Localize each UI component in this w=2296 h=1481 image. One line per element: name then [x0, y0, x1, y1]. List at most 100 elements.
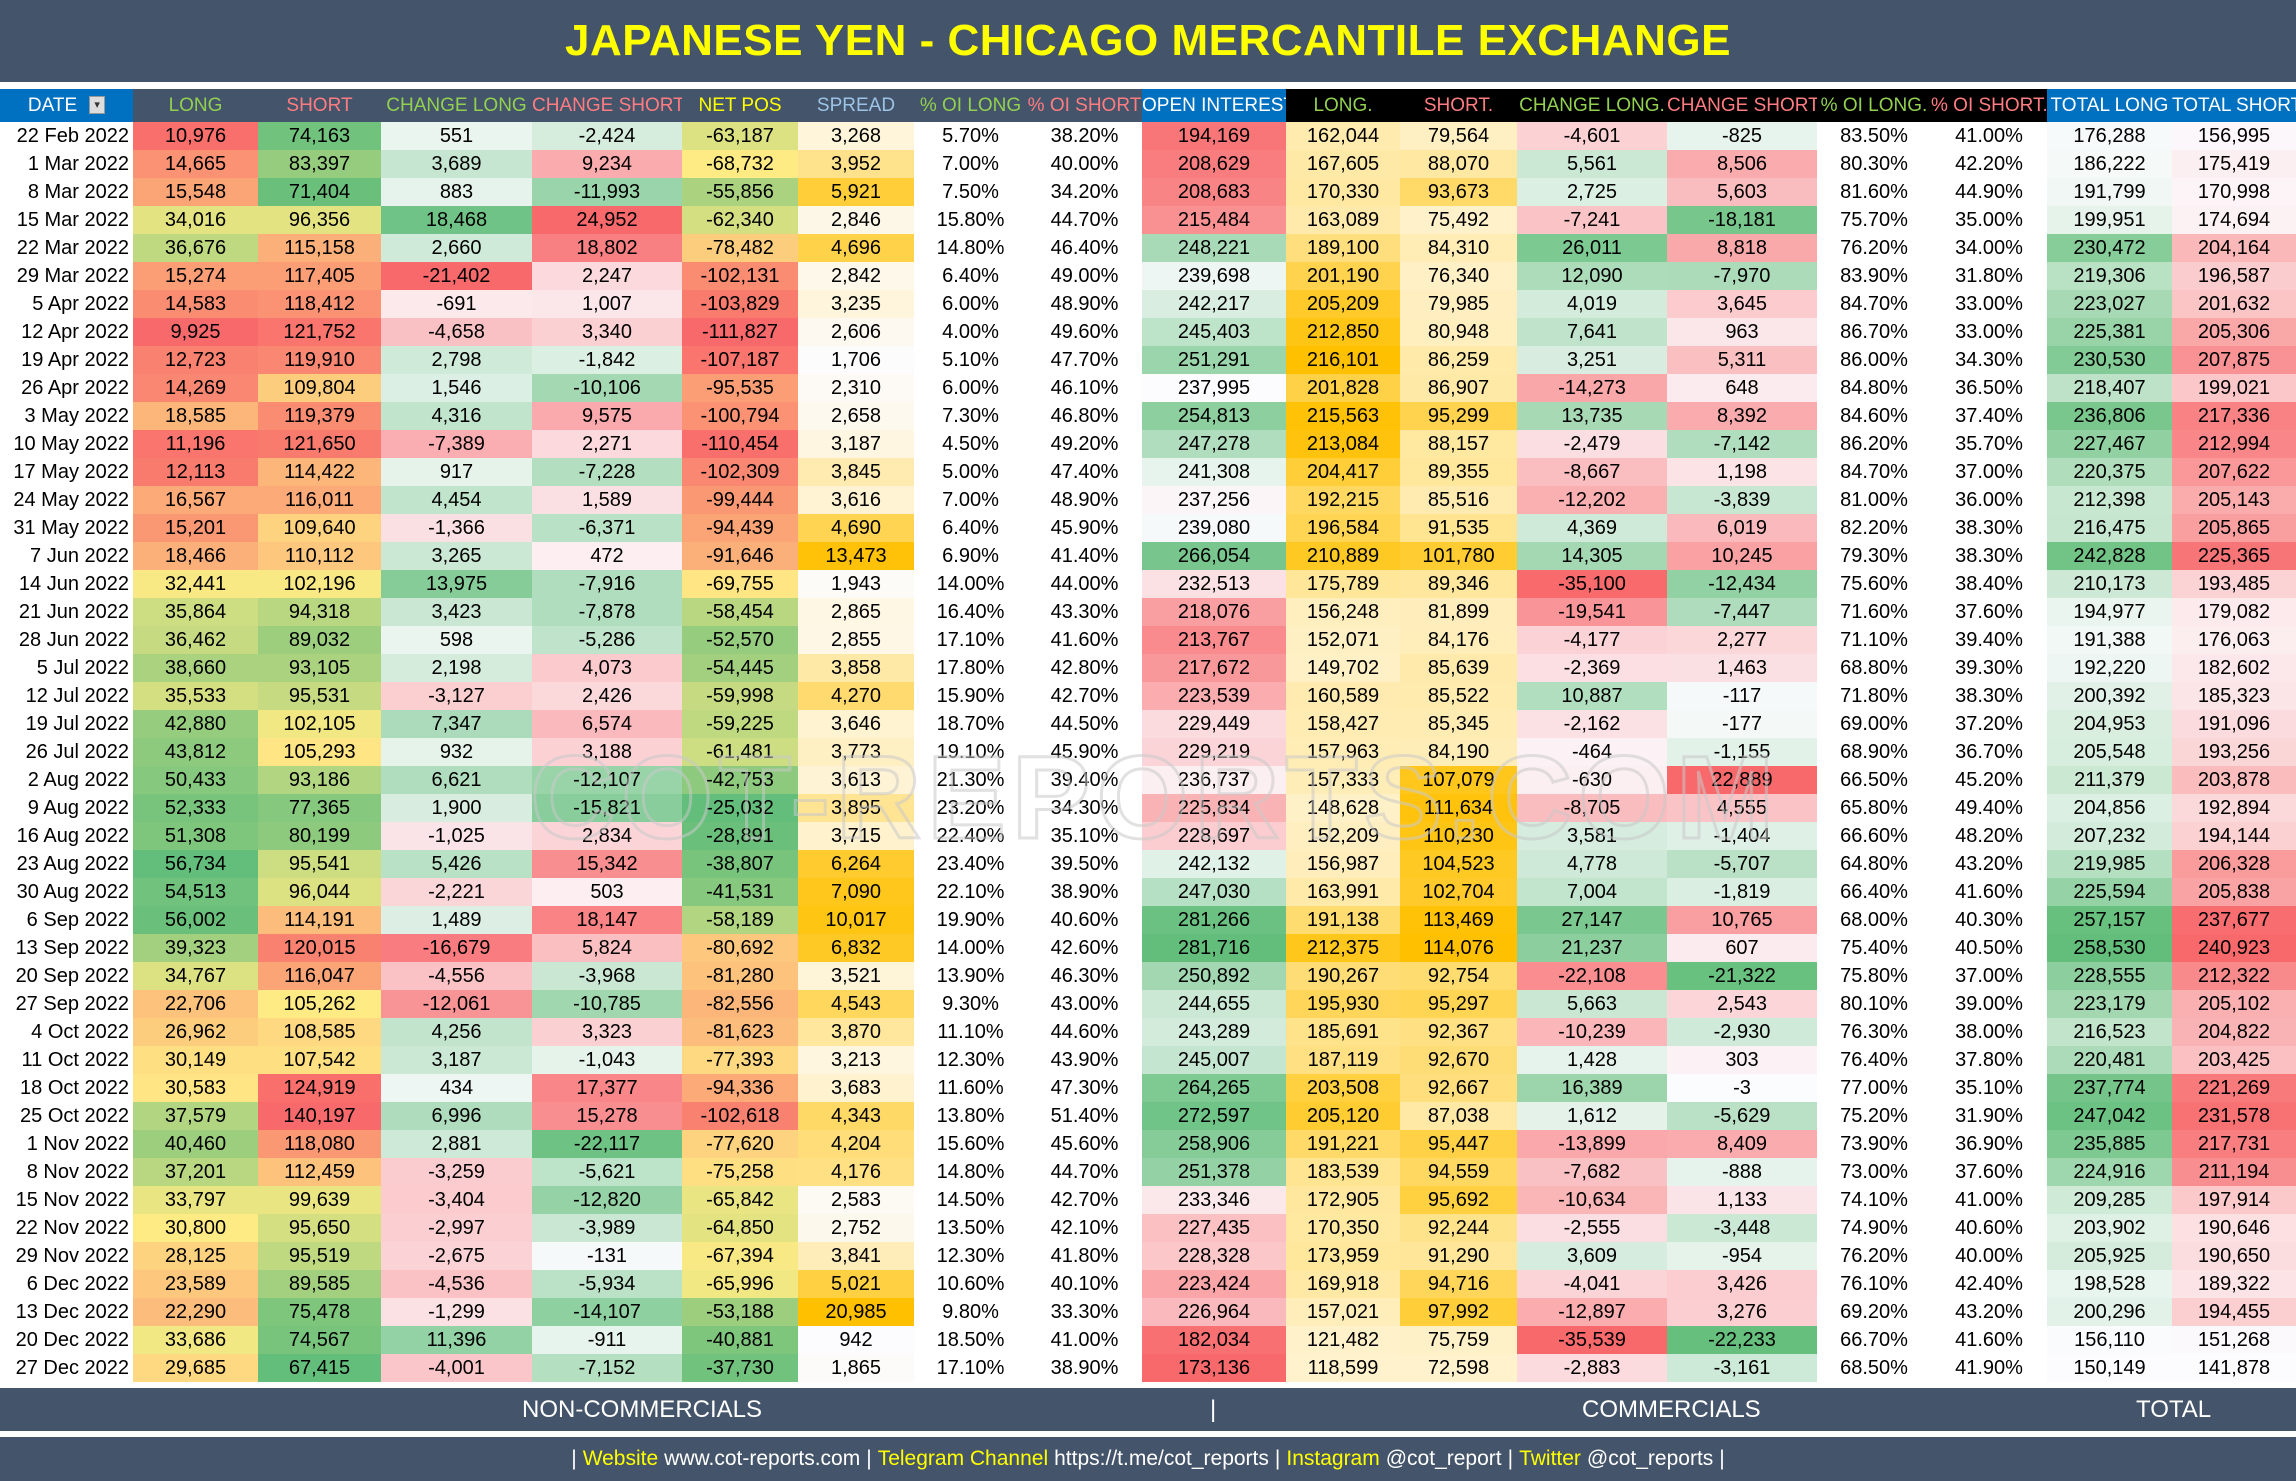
- cell-total-short: 151,268: [2172, 1326, 2296, 1354]
- website-link[interactable]: www.cot-reports.com: [664, 1447, 861, 1470]
- cell-change-short: 503: [532, 878, 682, 906]
- cell-long: 210,889: [1286, 542, 1400, 570]
- cell--oi-long: 77.00%: [1840, 1076, 1908, 1099]
- cell-change-short: -7,916: [532, 570, 682, 598]
- cell-net-pos: -110,454: [682, 430, 798, 458]
- cell-long: 189,100: [1286, 234, 1400, 262]
- date-cell: 18 Oct 2022: [0, 1074, 133, 1102]
- cell-total-long: 205,548: [2047, 738, 2172, 766]
- cell-long: 34,016: [133, 206, 258, 234]
- cell--oi-short: 37.20%: [1955, 712, 2023, 735]
- cell--oi-long: 76.30%: [1840, 1020, 1908, 1043]
- table-row: 19 Jul 2022 42,880 102,105 7,347 6,574 -59,22…: [0, 710, 2296, 738]
- cell-total-long: 156,110: [2047, 1326, 2172, 1354]
- cell-short: 94,559: [1400, 1158, 1517, 1186]
- table-row: 3 May 2022 18,585 119,379 4,316 9,575 -100,79…: [0, 402, 2296, 430]
- table-row: 13 Dec 2022 22,290 75,478 -1,299 -14,107 -53,…: [0, 1298, 2296, 1326]
- table-row: 1 Mar 2022 14,665 83,397 3,689 9,234 -68,732 3…: [0, 150, 2296, 178]
- cell-long: 149,702: [1286, 654, 1400, 682]
- column-header-long: LONG: [133, 89, 258, 122]
- cell-total-short: 190,646: [2172, 1214, 2296, 1242]
- cell-total-long: 194,977: [2047, 598, 2172, 626]
- cell--oi-short: 48.20%: [1955, 824, 2023, 847]
- cell--oi-long: 80.30%: [1840, 152, 1908, 175]
- cell-long: 12,113: [133, 458, 258, 486]
- table-row: 1 Nov 2022 40,460 118,080 2,881 -22,117 -77,6…: [0, 1130, 2296, 1158]
- cell-change-short: 10,245: [1667, 542, 1817, 570]
- cell-spread: 10,017: [798, 906, 914, 934]
- cell--oi-long: 19.10%: [936, 740, 1005, 763]
- cell-change-short: 9,575: [532, 402, 682, 430]
- cell-change-long: 434: [381, 1074, 532, 1102]
- cell-net-pos: -59,225: [682, 710, 798, 738]
- column-header-short: SHORT: [258, 89, 381, 122]
- cell-spread: 4,690: [798, 514, 914, 542]
- cell-change-short: -3,989: [532, 1214, 682, 1242]
- cell-long: 33,686: [133, 1326, 258, 1354]
- cell-spread: 5,021: [798, 1270, 914, 1298]
- cell-change-short: 18,147: [532, 906, 682, 934]
- date-cell: 16 Aug 2022: [0, 822, 133, 850]
- cell-change-long: 4,778: [1517, 850, 1667, 878]
- divider: |: [1507, 1447, 1514, 1470]
- cell--oi-long: 83.90%: [1840, 264, 1908, 287]
- cell-total-short: 179,082: [2172, 598, 2296, 626]
- cell-change-long: 4,454: [381, 486, 532, 514]
- cell-total-short: 156,995: [2172, 122, 2296, 150]
- cell-net-pos: -102,309: [682, 458, 798, 486]
- cell-change-short: -954: [1667, 1242, 1817, 1270]
- cell-long: 213,084: [1286, 430, 1400, 458]
- cell-spread: 2,752: [798, 1214, 914, 1242]
- cell-net-pos: -81,280: [682, 962, 798, 990]
- cell-change-long: 13,975: [381, 570, 532, 598]
- cell-spread: 2,606: [798, 318, 914, 346]
- date-cell: 15 Mar 2022: [0, 206, 133, 234]
- cell-total-long: 225,594: [2047, 878, 2172, 906]
- cell-long: 39,323: [133, 934, 258, 962]
- cell--oi-short: 39.40%: [1050, 768, 1119, 791]
- cell-change-short: 2,834: [532, 822, 682, 850]
- cell--oi-short: 41.00%: [1955, 124, 2023, 147]
- date-cell: 10 May 2022: [0, 430, 133, 458]
- cell-long: 28,125: [133, 1242, 258, 1270]
- cell-short: 99,639: [258, 1186, 381, 1214]
- cell-total-long: 191,799: [2047, 178, 2172, 206]
- cell-spread: 3,858: [798, 654, 914, 682]
- date-cell: 14 Jun 2022: [0, 570, 133, 598]
- table-row: 31 May 2022 15,201 109,640 -1,366 -6,371 -94,…: [0, 514, 2296, 542]
- twitter-link[interactable]: @cot_reports: [1586, 1447, 1714, 1470]
- cell--oi-short: 33.00%: [1955, 320, 2023, 343]
- date-cell: 1 Nov 2022: [0, 1130, 133, 1158]
- cell-short: 110,230: [1400, 822, 1517, 850]
- instagram-link[interactable]: @cot_report: [1385, 1447, 1502, 1470]
- cell-change-short: -1,404: [1667, 822, 1817, 850]
- cell-change-long: 3,265: [381, 542, 532, 570]
- table-row: 6 Dec 2022 23,589 89,585 -4,536 -5,934 -65,99…: [0, 1270, 2296, 1298]
- cell--oi-short: 44.70%: [1050, 1160, 1119, 1183]
- cell-total-long: 211,379: [2047, 766, 2172, 794]
- cell--oi-long: 22.10%: [936, 880, 1005, 903]
- column-header-long: LONG.: [1286, 89, 1400, 122]
- cell-open-interest: 223,424: [1142, 1270, 1286, 1298]
- cell-long: 42,880: [133, 710, 258, 738]
- cell-change-long: 883: [381, 178, 532, 206]
- cell-short: 74,163: [258, 122, 381, 150]
- telegram-link[interactable]: https://t.me/cot_reports: [1054, 1447, 1269, 1470]
- cell-short: 94,716: [1400, 1270, 1517, 1298]
- cell--oi-long: 17.10%: [936, 1356, 1005, 1379]
- cell-total-long: 225,381: [2047, 318, 2172, 346]
- cell-short: 105,262: [258, 990, 381, 1018]
- cell-net-pos: -55,856: [682, 178, 798, 206]
- divider: |: [866, 1447, 872, 1470]
- cell--oi-long: 76.20%: [1840, 1244, 1908, 1267]
- column-header-total-short: TOTAL SHORT: [2172, 89, 2296, 122]
- filter-dropdown-icon[interactable]: ▾: [89, 96, 106, 115]
- cell-change-short: 5,824: [532, 934, 682, 962]
- cell-total-long: 224,916: [2047, 1158, 2172, 1186]
- cell--oi-long: 15.80%: [936, 208, 1005, 231]
- date-cell: 20 Dec 2022: [0, 1326, 133, 1354]
- cell-change-short: 3,323: [532, 1018, 682, 1046]
- cell--oi-long: 13.80%: [936, 1104, 1005, 1127]
- cell--oi-short: 42.60%: [1050, 936, 1119, 959]
- date-cell: 13 Sep 2022: [0, 934, 133, 962]
